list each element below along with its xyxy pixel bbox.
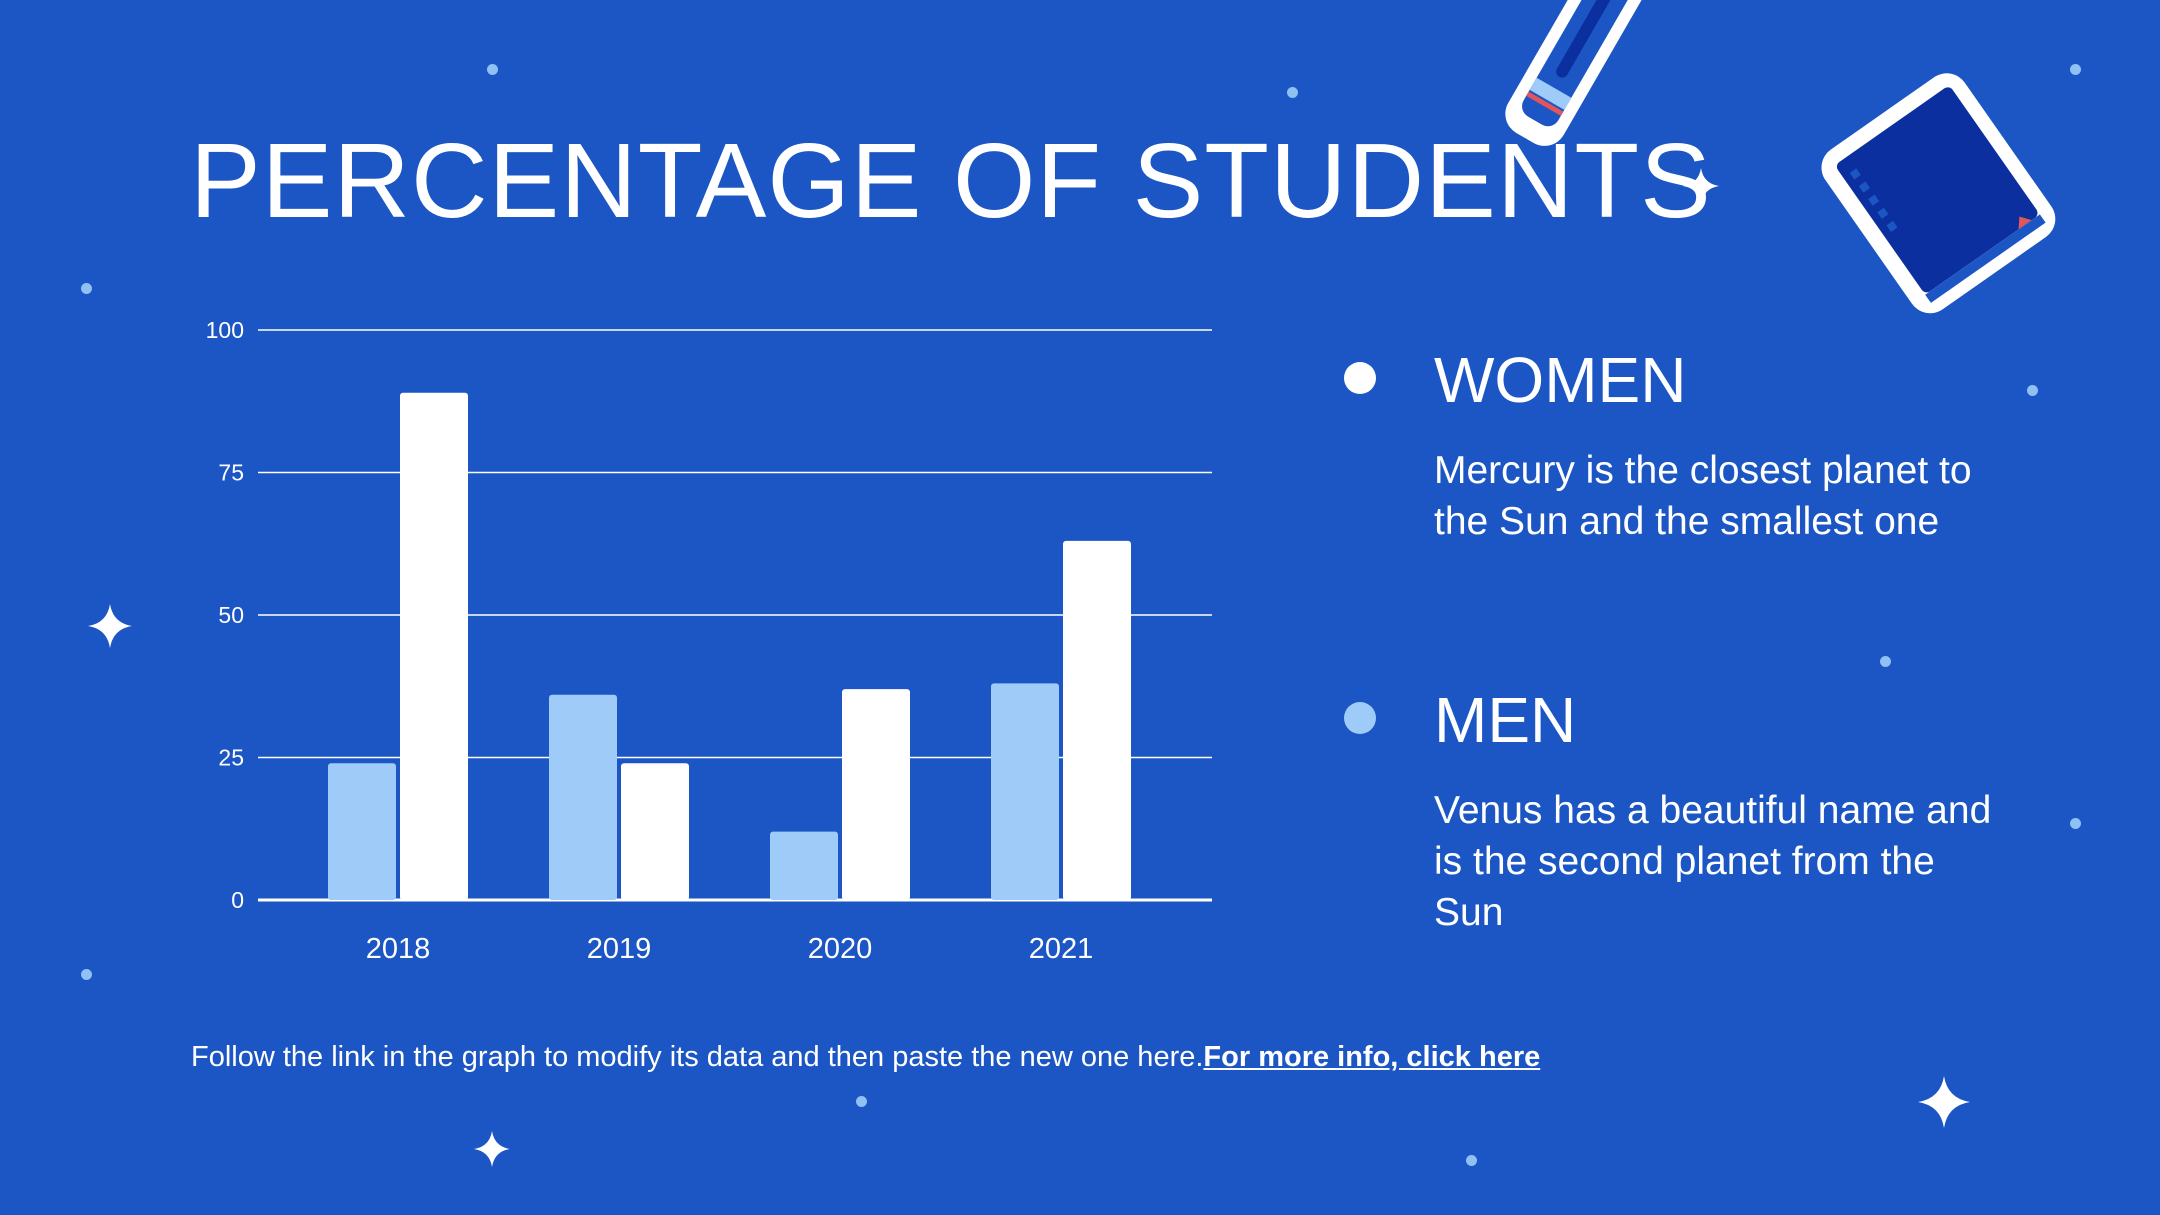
sparkle-icon bbox=[1683, 168, 1719, 204]
footer-text: Follow the link in the graph to modify i… bbox=[191, 1041, 1204, 1073]
chart-x-tick-label: 2018 bbox=[366, 933, 431, 965]
chart-x-tick-label: 2021 bbox=[1029, 933, 1094, 965]
chart-y-tick-label: 0 bbox=[231, 887, 244, 913]
legend-title-women: WOMEN bbox=[1434, 344, 1687, 416]
legend-dot-men bbox=[1344, 702, 1376, 734]
chart-bar-men-2020 bbox=[770, 831, 838, 900]
chart-x-tick-label: 2019 bbox=[587, 933, 652, 965]
chart-y-tick-label: 25 bbox=[218, 745, 244, 771]
legend-dot-women bbox=[1344, 362, 1376, 394]
more-info-link[interactable]: For more info, click here bbox=[1203, 1041, 1541, 1073]
sparkle-icon bbox=[88, 604, 132, 648]
chart-y-tick-labels: 0 25 50 75 100 bbox=[206, 317, 244, 913]
pencil-icon bbox=[1505, 0, 1660, 146]
decor-dot bbox=[2070, 818, 2081, 829]
page-title: PERCENTAGE OF STUDENTS bbox=[190, 122, 1712, 240]
chart-bar-men-2018 bbox=[328, 763, 396, 900]
chart-bar-women-2021 bbox=[1063, 540, 1131, 900]
decor-dot bbox=[856, 1096, 867, 1107]
decor-dot bbox=[2027, 385, 2038, 396]
decor-dot bbox=[487, 64, 498, 75]
legend-description-women: Mercury is the closest planet to the Sun… bbox=[1434, 449, 1972, 543]
decor-dot bbox=[1880, 656, 1891, 667]
notebook-icon bbox=[1821, 73, 2056, 314]
chart-x-tick-label: 2020 bbox=[808, 933, 873, 965]
chart-bars bbox=[328, 392, 1131, 900]
chart-bar-women-2020 bbox=[842, 689, 910, 900]
sparkle-icon bbox=[1918, 1076, 1970, 1128]
decor-dot bbox=[81, 283, 92, 294]
decor-dot bbox=[1287, 87, 1298, 98]
decor-dot bbox=[1466, 1155, 1477, 1166]
chart-bar-women-2019 bbox=[621, 763, 689, 900]
legend-description-men: Venus has a beautiful name and is the se… bbox=[1434, 789, 1992, 934]
decor-dot bbox=[2070, 64, 2081, 75]
decor-dot bbox=[81, 969, 92, 980]
chart-x-tick-labels: 2018 2019 2020 2021 bbox=[366, 933, 1094, 965]
chart-y-tick-label: 75 bbox=[218, 460, 244, 486]
footer-note: Follow the link in the graph to modify i… bbox=[191, 1041, 1540, 1074]
chart-y-tick-label: 100 bbox=[206, 317, 244, 343]
chart-bar-men-2019 bbox=[549, 694, 617, 900]
chart-y-tick-label: 50 bbox=[218, 602, 244, 628]
sparkle-icon bbox=[474, 1131, 510, 1167]
legend-title-men: MEN bbox=[1434, 684, 1577, 756]
chart-bar-women-2018 bbox=[400, 392, 468, 900]
chart-bar-men-2021 bbox=[991, 683, 1059, 900]
